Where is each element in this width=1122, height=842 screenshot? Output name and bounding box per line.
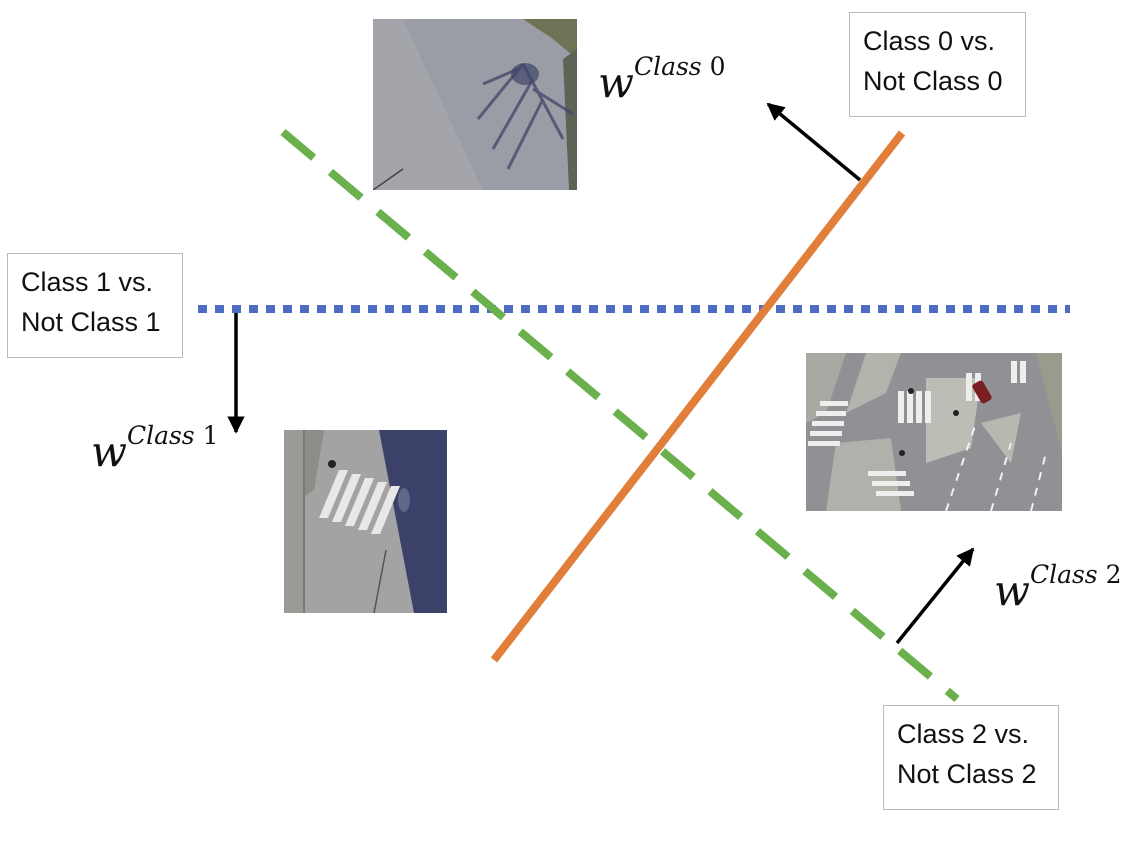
aerial-road-shadows-image xyxy=(373,19,577,190)
class1-weight-superscript: Class xyxy=(126,421,195,450)
class1-weight-symbol: w xyxy=(91,427,127,476)
class2-label-line1: Class 2 vs. xyxy=(897,719,1030,749)
class0-label-line2: Not Class 0 xyxy=(863,66,1003,96)
class2-weight-index: 2 xyxy=(1105,560,1122,589)
class1-weight-label: wClass 1 xyxy=(91,421,219,476)
class0-weight-arrow xyxy=(766,102,862,182)
class1-label-line1: Class 1 vs. xyxy=(21,267,154,297)
class0-weight-superscript: Class xyxy=(633,52,702,81)
aerial-intersection-image xyxy=(806,353,1062,511)
class1-weight-index: 1 xyxy=(202,421,219,450)
class1-label-box: Class 1 vs. Not Class 1 xyxy=(7,253,183,358)
class2-weight-superscript: Class xyxy=(1029,560,1098,589)
class2-weight-label: wClass 2 xyxy=(994,560,1122,615)
class2-weight-arrow xyxy=(895,547,975,645)
class2-label-box: Class 2 vs. Not Class 2 xyxy=(883,705,1059,810)
class2-weight-symbol: w xyxy=(994,566,1030,615)
class0-weight-symbol: w xyxy=(598,58,634,107)
class0-weight-label: wClass 0 xyxy=(598,52,726,107)
class0-boundary-line xyxy=(490,130,906,663)
class2-label-line2: Not Class 2 xyxy=(897,759,1037,789)
aerial-crosswalk-small-image xyxy=(284,430,447,613)
class0-weight-index: 0 xyxy=(709,52,726,81)
class0-label-box: Class 0 vs. Not Class 0 xyxy=(849,12,1026,117)
class1-label-line2: Not Class 1 xyxy=(21,307,161,337)
class0-label-line1: Class 0 vs. xyxy=(863,26,996,56)
class2-boundary-line xyxy=(280,128,960,703)
